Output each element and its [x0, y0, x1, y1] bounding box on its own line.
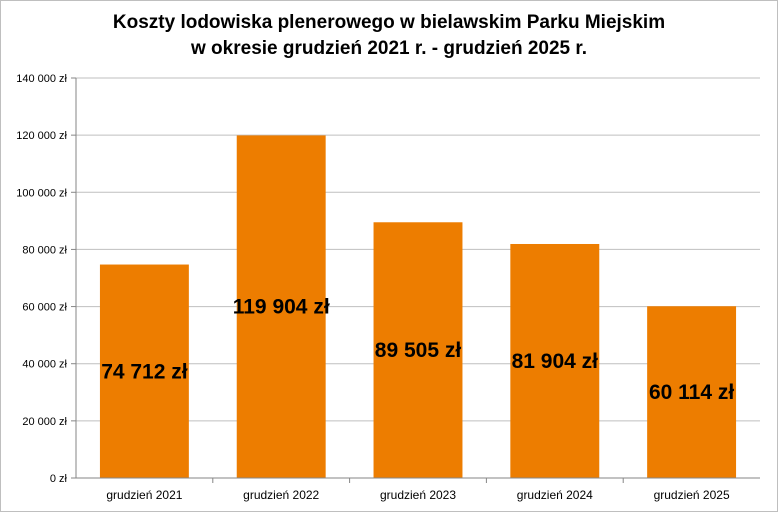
bar — [99, 264, 189, 478]
x-axis: grudzień 2021 grudzień 2022 grudzień 2023 g… — [76, 477, 760, 502]
x-tick-label: grudzień 2021 — [106, 488, 182, 502]
y-tick-label: 40 000 zł — [22, 359, 67, 371]
data-label: 74 712 zł — [101, 360, 188, 383]
bar — [236, 135, 326, 478]
data-labels: 74 712 zł 119 904 zł 89 505 zł 81 904 zł 60 … — [101, 296, 734, 404]
data-label: 60 114 zł — [649, 381, 734, 404]
data-label: 119 904 zł — [233, 296, 330, 319]
y-axis: 0 zł 20 000 zł 40 000 zł 60 000 zł 80 000 zł… — [16, 73, 77, 485]
y-tick-label: 100 000 zł — [16, 187, 67, 199]
chart-title-line-1: Koszty lodowiska plenerowego w bielawski… — [112, 12, 666, 33]
data-label: 81 904 zł — [512, 350, 599, 373]
y-tick-label: 80 000 zł — [22, 244, 67, 256]
x-tick-label: grudzień 2024 — [517, 488, 593, 502]
chart-title-line-2: w okresie grudzień 2021 r. - grudzień 20… — [191, 38, 587, 59]
y-tick-label: 20 000 zł — [22, 416, 67, 428]
x-tick-label: grudzień 2022 — [243, 488, 319, 502]
x-tick-label: grudzień 2023 — [380, 488, 456, 502]
bar — [647, 306, 737, 478]
y-tick-label: 0 zł — [50, 473, 68, 485]
y-tick-label: 60 000 zł — [22, 302, 67, 314]
x-tick-label: grudzień 2025 — [654, 488, 730, 502]
bar — [510, 243, 600, 478]
bars — [99, 135, 737, 478]
bar — [373, 222, 463, 478]
chart-title: Koszty lodowiska plenerowego w bielawski… — [0, 10, 778, 62]
y-tick-label: 140 000 zł — [16, 73, 67, 85]
data-label: 89 505 zł — [375, 339, 462, 362]
y-tick-label: 120 000 zł — [16, 130, 67, 142]
